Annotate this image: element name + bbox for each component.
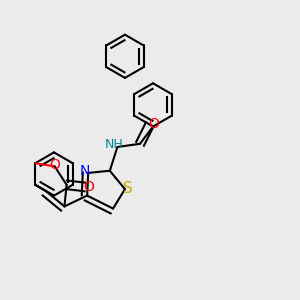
Text: N: N xyxy=(80,164,90,178)
Text: S: S xyxy=(123,181,133,196)
Text: O: O xyxy=(83,180,94,194)
Text: O: O xyxy=(148,117,159,131)
Text: NH: NH xyxy=(104,138,123,151)
Text: O: O xyxy=(49,158,60,172)
